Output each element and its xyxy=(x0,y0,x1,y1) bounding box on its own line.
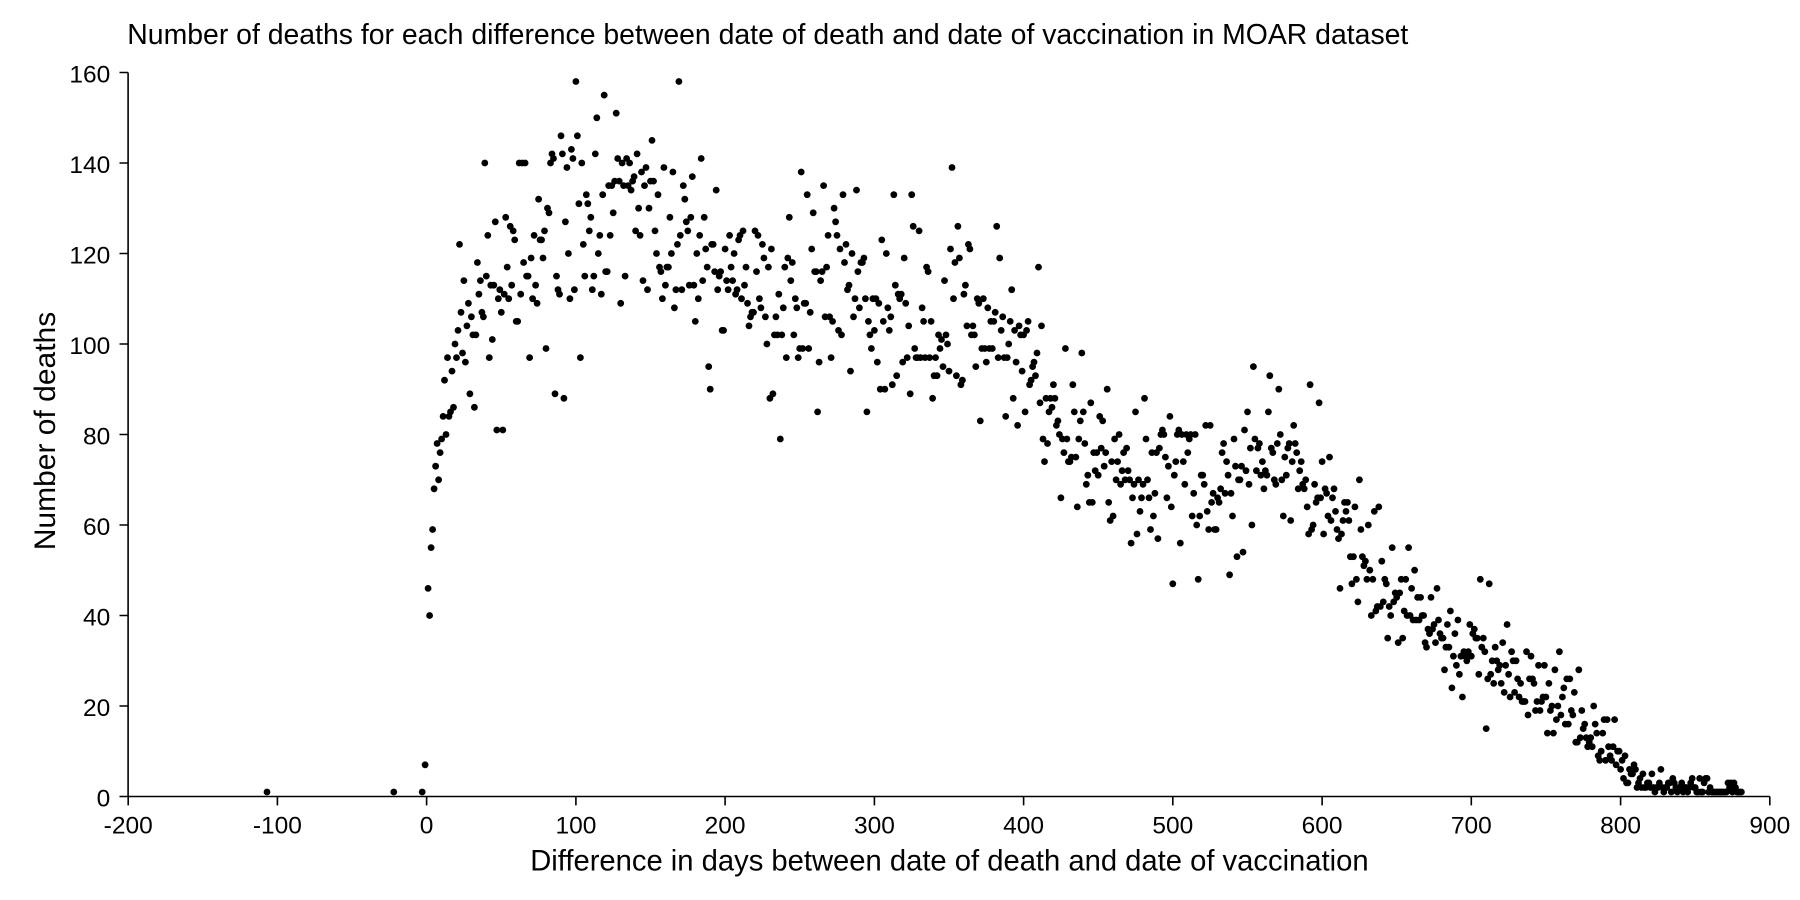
svg-text:Number of deaths: Number of deaths xyxy=(29,312,62,550)
svg-text:600: 600 xyxy=(1302,813,1343,840)
svg-text:-100: -100 xyxy=(253,813,302,840)
svg-text:500: 500 xyxy=(1152,813,1193,840)
svg-text:Number of deaths for each diff: Number of deaths for each difference bet… xyxy=(127,19,1408,51)
svg-text:-200: -200 xyxy=(104,813,153,840)
svg-text:300: 300 xyxy=(854,813,895,840)
svg-text:700: 700 xyxy=(1451,813,1492,840)
svg-text:120: 120 xyxy=(69,243,110,270)
svg-text:100: 100 xyxy=(555,813,596,840)
svg-text:800: 800 xyxy=(1600,813,1641,840)
svg-text:160: 160 xyxy=(69,62,110,89)
svg-text:100: 100 xyxy=(69,333,110,360)
svg-text:Difference in days between dat: Difference in days between date of death… xyxy=(530,845,1368,877)
svg-text:200: 200 xyxy=(705,813,746,840)
svg-text:0: 0 xyxy=(420,813,434,840)
svg-text:900: 900 xyxy=(1749,813,1790,840)
svg-text:60: 60 xyxy=(83,514,110,541)
svg-text:40: 40 xyxy=(83,605,110,632)
svg-text:0: 0 xyxy=(97,786,111,813)
svg-text:400: 400 xyxy=(1003,813,1044,840)
svg-text:140: 140 xyxy=(69,152,110,179)
svg-text:20: 20 xyxy=(83,695,110,722)
svg-text:80: 80 xyxy=(83,424,110,451)
